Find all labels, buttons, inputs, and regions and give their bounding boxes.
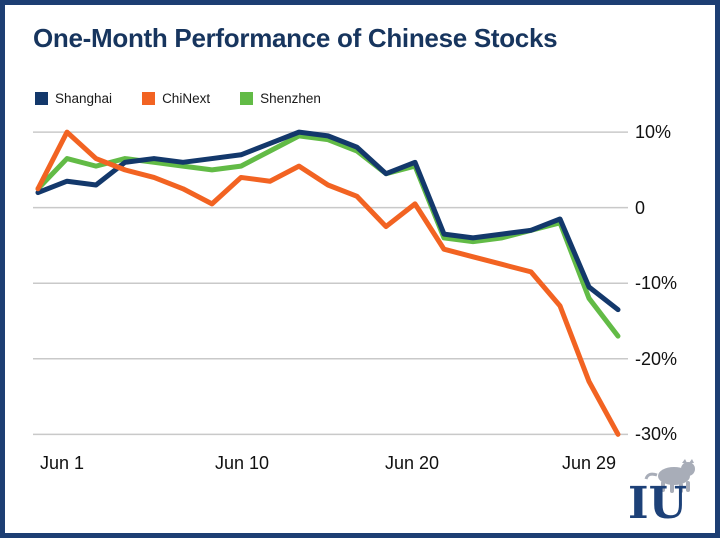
line-chart bbox=[33, 129, 628, 437]
iu-logo: IU bbox=[627, 459, 701, 529]
x-tick-label-jun29: Jun 29 bbox=[561, 453, 617, 473]
y-tick-label-neg20: -20% bbox=[635, 349, 678, 369]
legend-swatch-chinext bbox=[142, 92, 156, 105]
y-tick-label-neg30: -30% bbox=[635, 424, 678, 444]
legend: Shanghai ChiNext Shenzhen bbox=[35, 91, 321, 106]
legend-item-chinext: ChiNext bbox=[142, 91, 210, 106]
series-line-shenzhen bbox=[35, 133, 621, 339]
y-tick-label-0: 0 bbox=[635, 198, 646, 218]
legend-swatch-shenzhen bbox=[240, 92, 254, 105]
iu-logo-graphic: IU bbox=[628, 459, 695, 529]
series-line-chinext bbox=[35, 129, 621, 437]
legend-label-chinext: ChiNext bbox=[162, 91, 211, 106]
series-line-shanghai bbox=[35, 129, 621, 313]
y-tick-label-neg10: -10% bbox=[635, 273, 678, 293]
lion-icon bbox=[644, 459, 695, 493]
legend-label-shenzhen: Shenzhen bbox=[260, 91, 321, 106]
iu-logo-text: IU bbox=[628, 478, 687, 523]
plot-area bbox=[33, 117, 628, 457]
x-tick-label-jun1: Jun 1 bbox=[39, 453, 85, 473]
legend-swatch-shanghai bbox=[35, 92, 48, 105]
legend-item-shanghai: Shanghai bbox=[35, 91, 112, 106]
legend-item-shenzhen: Shenzhen bbox=[240, 91, 321, 106]
x-tick-label-jun10: Jun 10 bbox=[214, 453, 270, 473]
legend-label-shanghai: Shanghai bbox=[55, 91, 113, 106]
x-tick-label-jun20: Jun 20 bbox=[384, 453, 440, 473]
y-tick-label-10: 10% bbox=[635, 122, 672, 142]
chart-title: One-Month Performance of Chinese Stocks bbox=[33, 23, 558, 53]
